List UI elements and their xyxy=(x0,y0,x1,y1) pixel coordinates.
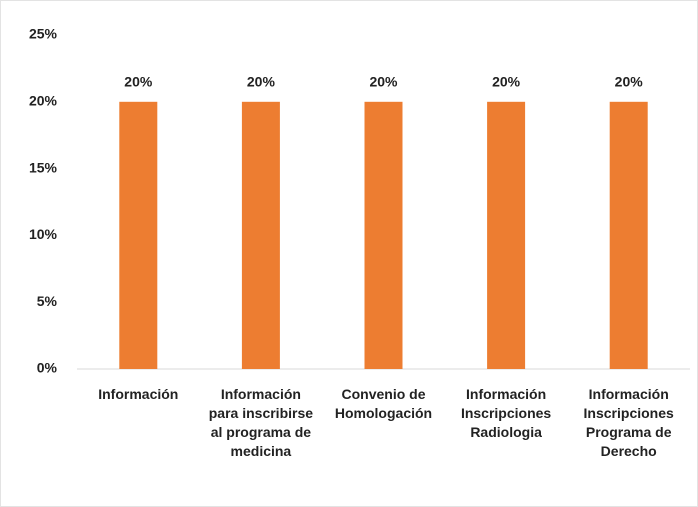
bar xyxy=(119,101,158,370)
y-tick-label: 5% xyxy=(37,293,58,309)
x-tick-label: Información Inscripciones Radiologia xyxy=(460,386,552,440)
bar xyxy=(487,101,526,370)
bar xyxy=(609,101,648,370)
bar xyxy=(364,101,403,370)
data-label: 20% xyxy=(369,74,398,90)
y-tick-label: 25% xyxy=(29,26,58,42)
data-label: 20% xyxy=(492,74,521,90)
data-label: 20% xyxy=(615,74,644,90)
y-tick-label: 15% xyxy=(29,159,58,175)
x-tick-label: Convenio de Homologación xyxy=(334,386,433,421)
y-tick-label: 20% xyxy=(29,93,58,109)
x-tick-label: Información xyxy=(98,386,179,402)
x-tick-label: Información para inscribirse al programa… xyxy=(208,386,314,459)
x-tick-label: Información Inscripciones Programa de De… xyxy=(583,386,674,459)
y-tick-label: 0% xyxy=(37,360,58,376)
data-label: 20% xyxy=(247,74,276,90)
data-label: 20% xyxy=(124,74,153,90)
y-tick-label: 10% xyxy=(29,226,58,242)
bar xyxy=(241,101,280,370)
